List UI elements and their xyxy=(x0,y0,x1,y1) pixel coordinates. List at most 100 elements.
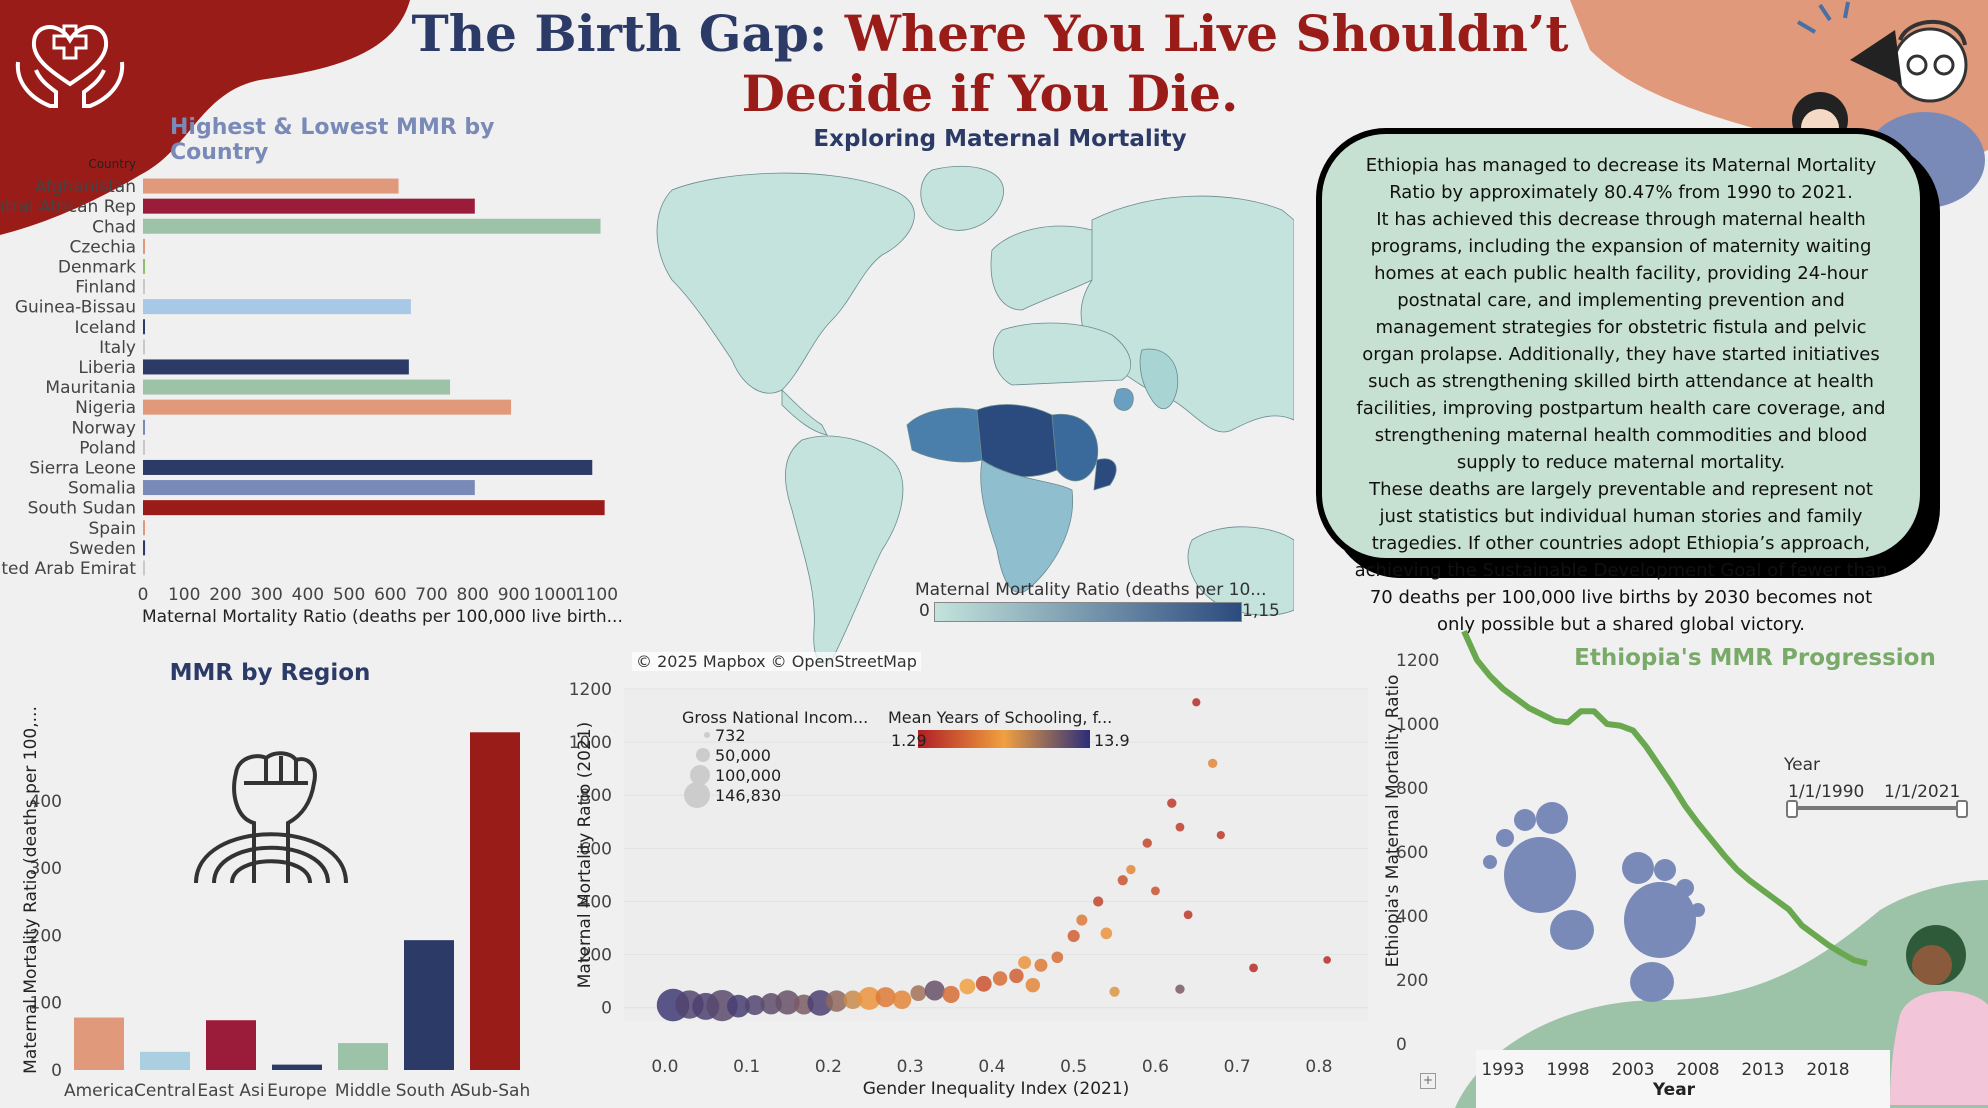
country-bar xyxy=(143,258,146,274)
x-tick-label: 1998 xyxy=(1546,1060,1589,1080)
page-title: The Birth Gap: Where You Live Shouldn’t … xyxy=(400,4,1580,124)
x-tick-label: 2013 xyxy=(1741,1060,1784,1080)
x-tick-label: 0 xyxy=(138,585,149,605)
y-tick-label: 600 xyxy=(1396,843,1428,863)
x-tick-label: 0.6 xyxy=(1142,1057,1169,1077)
scatter-point xyxy=(1167,798,1177,808)
country-label: Afghanistan xyxy=(35,177,136,197)
y-tick-label: 0 xyxy=(51,1061,62,1081)
country-bar xyxy=(143,480,475,496)
scatter-point xyxy=(892,990,912,1010)
scatter-point xyxy=(1051,951,1064,964)
x-axis-panel xyxy=(1476,1050,1890,1108)
country-bar xyxy=(143,279,145,295)
scatter-point xyxy=(975,975,992,992)
map-afghanistan xyxy=(1113,388,1134,411)
map-legend-min: 0 xyxy=(919,601,930,621)
title-part-2: Where You Live Shouldn’t Decide if You D… xyxy=(741,4,1569,123)
country-bar xyxy=(143,459,593,475)
y-tick-label: 100 xyxy=(30,994,62,1014)
scatter-point xyxy=(843,990,863,1010)
scatter-point xyxy=(1249,963,1258,973)
country-label: Czechia xyxy=(69,237,136,257)
country-label: Chad xyxy=(92,217,136,237)
region-label: Central xyxy=(134,1081,196,1101)
story-box-inner: Ethiopia has managed to decrease its Mat… xyxy=(1316,128,1926,635)
expand-icon[interactable]: + xyxy=(1420,1073,1436,1089)
color-legend-min: 1.29 xyxy=(891,731,927,750)
map-central-america xyxy=(781,389,828,436)
color-legend-title: Mean Years of Schooling, f... xyxy=(888,708,1112,727)
ethiopia-mmr-line xyxy=(1461,629,1868,967)
year-filter-start: 1/1/1990 xyxy=(1788,782,1865,802)
country-label: Norway xyxy=(72,418,137,438)
y-tick-label: 200 xyxy=(30,926,62,946)
region-label: East Asi xyxy=(197,1081,264,1101)
scatter-point xyxy=(1192,698,1201,707)
scatter-point xyxy=(1100,927,1113,940)
map-attribution[interactable]: © 2025 Mapbox © OpenStreetMap xyxy=(632,652,921,671)
region-bar xyxy=(74,1017,124,1070)
size-legend-circle xyxy=(704,732,710,738)
country-bar xyxy=(143,500,605,516)
country-label: Iceland xyxy=(74,318,136,338)
country-label: Spain xyxy=(89,519,137,539)
map-legend-title: Maternal Mortality Ratio (deaths per 10.… xyxy=(915,580,1267,600)
scatter-point xyxy=(1151,886,1160,896)
scatter-point xyxy=(1067,929,1080,943)
year-filter-start-handle[interactable] xyxy=(1786,800,1798,818)
y-tick-label: 1000 xyxy=(569,733,612,753)
map-greenland xyxy=(920,165,1004,231)
x-tick-label: 0.1 xyxy=(733,1057,760,1077)
country-bar xyxy=(143,520,145,536)
x-tick-label: 100 xyxy=(168,585,200,605)
y-axis-label: Maternal Mortality Ratio (2021) xyxy=(575,722,595,989)
map-legend-max: 1,15 xyxy=(1242,601,1280,621)
story-paragraph-3: These deaths are largely preventable and… xyxy=(1354,479,1888,635)
year-filter-end-handle[interactable] xyxy=(1956,800,1968,818)
map-australia xyxy=(1187,526,1294,616)
color-legend-gradient xyxy=(918,730,1090,748)
y-tick-label: 400 xyxy=(30,792,62,812)
y-tick-label: 1200 xyxy=(1396,651,1439,671)
size-legend-label: 146,830 xyxy=(715,786,781,805)
country-label: Guinea-Bissau xyxy=(15,298,136,318)
scatter-point xyxy=(992,971,1008,986)
ethiopia-line-chart: 0 200 400 600 800 1000 1200 Ethiopia's Maternal… xyxy=(1383,629,1890,1108)
scatter-point xyxy=(942,985,960,1004)
heart-hands-icon xyxy=(15,24,125,108)
country-label: Denmark xyxy=(58,257,136,277)
x-tick-label: 2008 xyxy=(1676,1060,1719,1080)
x-tick-label: 0.5 xyxy=(1060,1057,1087,1077)
region-bar xyxy=(272,1064,322,1070)
region-bar xyxy=(206,1020,256,1070)
year-filter-track[interactable] xyxy=(1792,806,1960,810)
region-label: Europe xyxy=(267,1081,327,1101)
title-part-1: The Birth Gap: xyxy=(411,4,845,63)
scatter-point xyxy=(910,985,927,1002)
map-north-africa xyxy=(993,322,1132,386)
country-bar xyxy=(143,540,146,556)
region-bar xyxy=(404,940,454,1070)
country-bar xyxy=(143,178,399,194)
y-tick-label: 800 xyxy=(580,786,612,806)
scatter-chart: 0 200 400 600 800 1000 1200 0.0 0.1 0.2 0.3 0.4 0.5 0… xyxy=(569,680,1368,1099)
x-tick-label: 400 xyxy=(292,585,324,605)
scatter-point xyxy=(1034,958,1048,972)
world-map[interactable] xyxy=(632,160,1294,676)
y-tick-label: 400 xyxy=(580,892,612,912)
mother-illustration xyxy=(1890,925,1988,1105)
region-label: Sub-Sah xyxy=(460,1081,530,1101)
country-label: Nigeria xyxy=(75,398,136,418)
scatter-point xyxy=(1109,986,1120,997)
y-tick-label: 0 xyxy=(1396,1035,1407,1055)
x-tick-label: 700 xyxy=(415,585,447,605)
country-chart-title: Highest & Lowest MMR by Country xyxy=(170,115,495,165)
size-legend-label: 732 xyxy=(715,726,746,745)
baby-footprints-icon xyxy=(1483,802,1705,1002)
country-label: Mauritania xyxy=(45,378,136,398)
country-bar xyxy=(143,560,145,576)
scatter-point xyxy=(1093,896,1104,907)
country-label: Central African Rep xyxy=(0,197,136,217)
x-tick-label: 1100 xyxy=(575,585,618,605)
